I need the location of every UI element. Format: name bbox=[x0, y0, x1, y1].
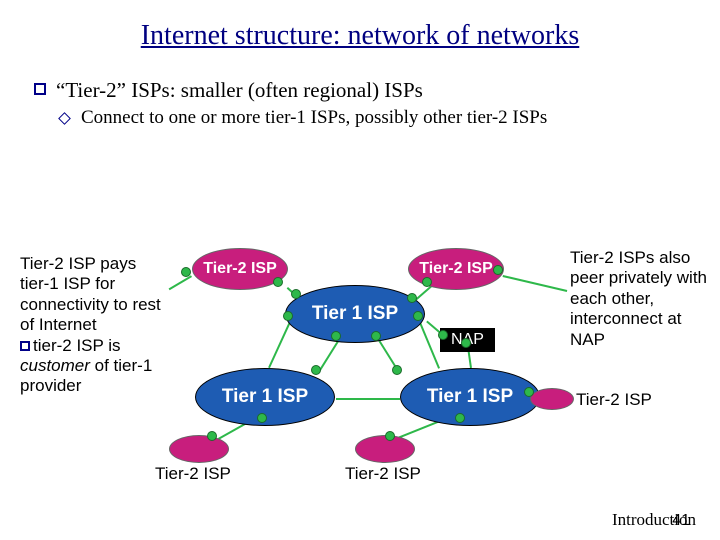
connection-line bbox=[268, 319, 292, 368]
connection-dot bbox=[385, 431, 395, 441]
connection-dot bbox=[371, 331, 381, 341]
connection-dot bbox=[438, 330, 448, 340]
bullet-list: “Tier-2” ISPs: smaller (often regional) … bbox=[34, 78, 720, 129]
connection-line bbox=[318, 339, 340, 372]
right-annotation: Tier-2 ISPs also peer privately with eac… bbox=[570, 248, 710, 350]
square-bullet-icon bbox=[20, 341, 30, 351]
bullet-level-1: “Tier-2” ISPs: smaller (often regional) … bbox=[34, 78, 720, 103]
bullet2-text: Connect to one or more tier-1 ISPs, poss… bbox=[81, 107, 547, 129]
tier2-label-bm: Tier-2 ISP bbox=[345, 464, 421, 484]
connection-dot bbox=[493, 265, 503, 275]
tier1-isp-top: Tier 1 ISP bbox=[285, 285, 425, 343]
connection-dot bbox=[207, 431, 217, 441]
connection-dot bbox=[311, 365, 321, 375]
connection-dot bbox=[455, 413, 465, 423]
tier2-label-bl: Tier-2 ISP bbox=[155, 464, 231, 484]
tier2-isp-bottomleft bbox=[169, 435, 229, 463]
slide-title: Internet structure: network of networks bbox=[0, 0, 720, 52]
connection-dot bbox=[392, 365, 402, 375]
left-customer-word: customer bbox=[20, 356, 90, 375]
square-bullet-icon bbox=[34, 83, 46, 95]
connection-dot bbox=[407, 293, 417, 303]
network-diagram: Tier-2 ISP pays tier-1 ISP for connectiv… bbox=[0, 220, 720, 500]
connection-dot bbox=[413, 311, 423, 321]
connection-line bbox=[169, 275, 192, 290]
bullet-level-2: Connect to one or more tier-1 ISPs, poss… bbox=[60, 107, 720, 129]
connection-dot bbox=[461, 338, 471, 348]
connection-dot bbox=[283, 311, 293, 321]
tier2-isp-right bbox=[530, 388, 574, 410]
left-annotation: Tier-2 ISP pays tier-1 ISP for connectiv… bbox=[20, 254, 170, 397]
bullet1-text: “Tier-2” ISPs: smaller (often regional) … bbox=[56, 78, 423, 103]
connection-dot bbox=[181, 267, 191, 277]
diamond-bullet-icon bbox=[58, 112, 71, 125]
connection-line bbox=[418, 320, 440, 369]
connection-line bbox=[416, 285, 432, 300]
connection-line bbox=[336, 398, 400, 400]
connection-line bbox=[503, 275, 567, 292]
connection-dot bbox=[331, 331, 341, 341]
connection-dot bbox=[291, 289, 301, 299]
left-line1: Tier-2 ISP pays tier-1 ISP for connectiv… bbox=[20, 254, 161, 334]
left-line2a: tier-2 ISP is bbox=[33, 336, 121, 355]
page-number: 41 bbox=[672, 512, 690, 530]
connection-dot bbox=[524, 387, 534, 397]
tier1-isp-right: Tier 1 ISP bbox=[400, 368, 540, 426]
connection-dot bbox=[257, 413, 267, 423]
tier2-label-r: Tier-2 ISP bbox=[576, 390, 652, 410]
tier2-isp-bottommid bbox=[355, 435, 415, 463]
connection-dot bbox=[273, 277, 283, 287]
connection-dot bbox=[422, 277, 432, 287]
